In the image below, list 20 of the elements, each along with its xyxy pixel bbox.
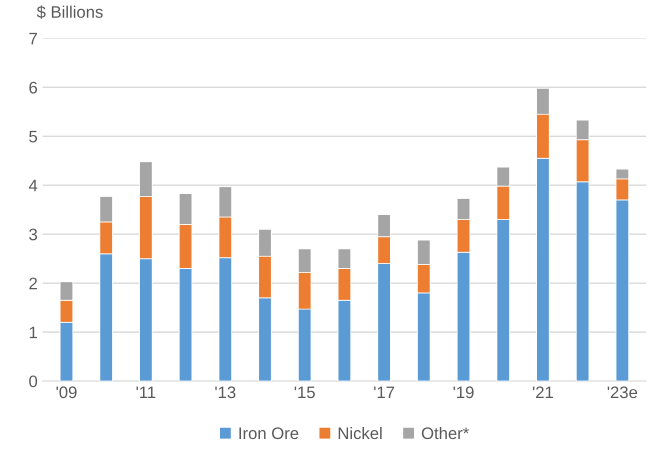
legend-label: Nickel [338, 426, 382, 440]
y-tick-label: 5 [29, 130, 38, 142]
y-tick-label: 7 [29, 32, 37, 44]
x-tick-label: '19 [454, 386, 474, 398]
y-tick-label: 1 [30, 326, 37, 338]
y-tick-label: 6 [29, 82, 38, 94]
x-tick-label: '11 [136, 386, 156, 398]
x-tick-label: '13 [215, 386, 236, 398]
x-tick-label: '15 [294, 386, 315, 398]
legend-label: Other* [422, 426, 469, 440]
x-tick-label: '23e [608, 386, 638, 398]
y-tick-label: 0 [29, 375, 38, 388]
y-tick-label: 4 [28, 180, 38, 192]
y-tick-label: 2 [29, 278, 37, 290]
y-tick-label: 3 [29, 228, 38, 240]
legend-label: Iron Ore [239, 427, 298, 440]
x-tick-label: '21 [532, 386, 553, 398]
x-tick-label: '17 [374, 386, 394, 398]
y-axis-title: $ Billions [36, 5, 103, 19]
x-tick-label: '09 [56, 386, 77, 398]
